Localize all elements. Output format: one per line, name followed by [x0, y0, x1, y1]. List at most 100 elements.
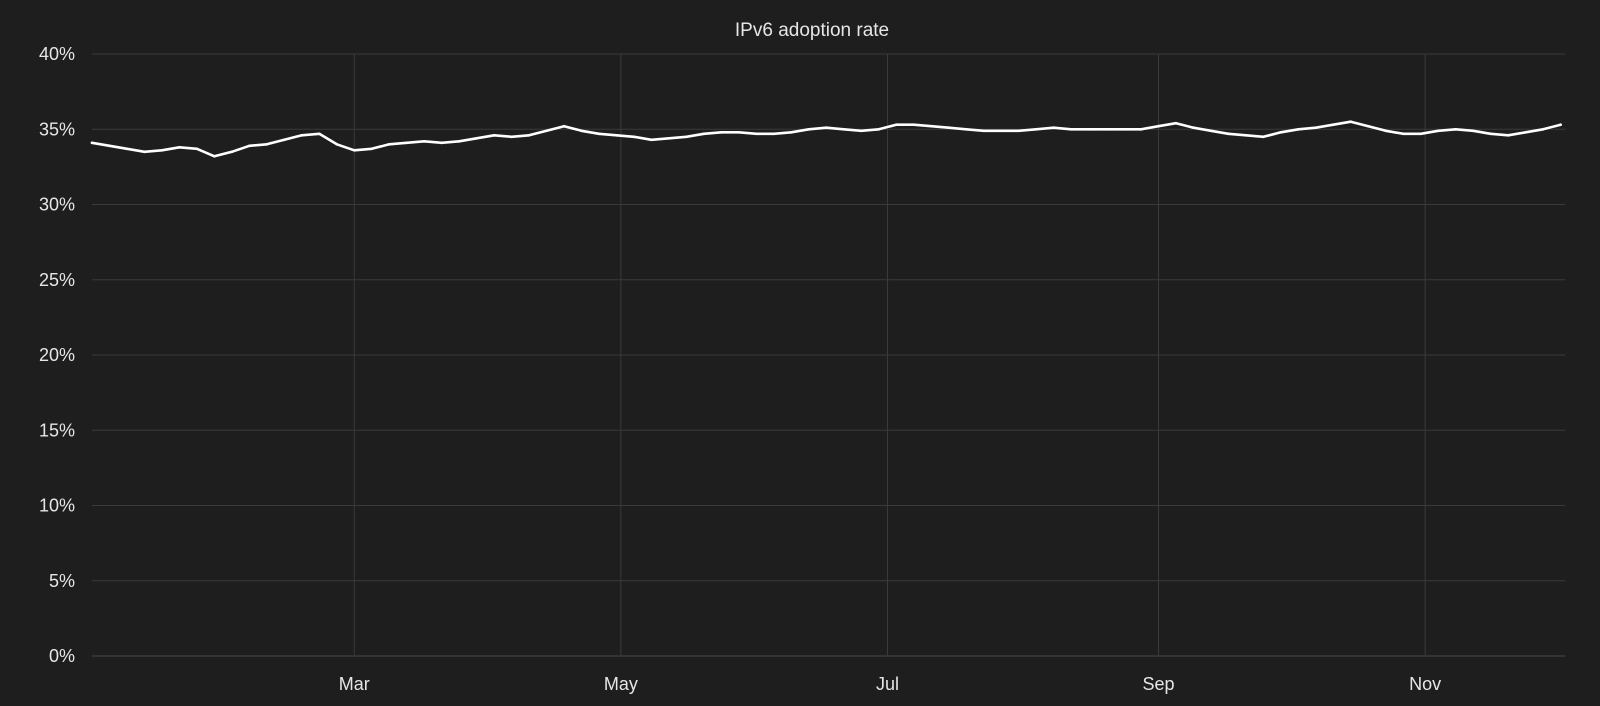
chart-title: IPv6 adoption rate: [735, 20, 889, 41]
data-point: [1192, 126, 1195, 129]
data-point: [772, 132, 776, 136]
data-point: [1087, 128, 1090, 131]
y-tick-label: 5%: [49, 571, 75, 591]
y-tick-label: 20%: [39, 345, 75, 365]
data-point: [353, 149, 356, 152]
data-point: [265, 143, 269, 146]
y-axis-ticks: 0% 5% 10% 15% 20% 25% 30% 35% 40%: [39, 44, 75, 666]
x-tick-label: Sep: [1142, 674, 1174, 694]
data-point: [370, 147, 374, 151]
data-point: [562, 124, 566, 128]
data-point: [964, 128, 968, 131]
y-tick-label: 25%: [39, 270, 75, 290]
data-point: [1471, 129, 1475, 133]
data-point: [597, 132, 601, 136]
data-point: [1384, 129, 1388, 133]
data-point: [650, 138, 653, 142]
data-point: [755, 132, 758, 136]
data-point: [1227, 132, 1230, 136]
data-point: [335, 143, 339, 146]
data-point: [160, 149, 164, 152]
data-point: [1034, 128, 1038, 131]
data-point: [195, 147, 199, 151]
data-point: [842, 128, 846, 131]
data-point: [90, 141, 94, 145]
data-point: [877, 128, 881, 131]
data-point: [825, 126, 828, 129]
data-point: [108, 144, 111, 148]
data-point: [545, 129, 548, 133]
x-tick-label: Jul: [876, 674, 899, 694]
data-point: [1367, 124, 1370, 128]
y-tick-label: 0%: [49, 646, 75, 666]
data-point: [947, 126, 950, 129]
data-point: [230, 150, 234, 154]
data-point: [1069, 128, 1073, 131]
data-point: [1244, 134, 1248, 137]
data-point: [1419, 132, 1423, 136]
data-point: [999, 129, 1003, 133]
data-point: [1157, 124, 1160, 128]
data-point: [1017, 129, 1020, 133]
data-point: [894, 123, 898, 126]
data-point: [720, 131, 723, 134]
data-point: [178, 146, 181, 149]
y-tick-label: 15%: [39, 420, 75, 440]
x-tick-label: Mar: [339, 674, 370, 694]
data-point: [912, 123, 915, 126]
data-point: [1104, 128, 1108, 131]
data-point: [1402, 132, 1405, 136]
data-point: [125, 147, 129, 151]
y-tick-label: 30%: [39, 195, 75, 215]
data-point: [667, 137, 671, 140]
grid: [92, 53, 1565, 657]
data-point: [1559, 123, 1562, 126]
data-point: [615, 134, 618, 137]
data-point: [1541, 128, 1545, 131]
data-point: [1122, 128, 1125, 131]
data-point: [807, 128, 811, 131]
data-point: [1506, 134, 1510, 137]
data-point: [685, 135, 688, 139]
data-point: [475, 137, 478, 140]
data-point: [580, 129, 583, 133]
data-point: [1297, 128, 1300, 131]
data-point: [1332, 123, 1335, 126]
data-point: [1314, 126, 1318, 129]
data-point: [1262, 135, 1265, 139]
data-point: [702, 132, 706, 136]
data-point: [248, 144, 251, 148]
data-point: [1454, 128, 1457, 131]
data-point: [457, 140, 461, 143]
data-point: [1436, 129, 1440, 133]
data-point: [1349, 120, 1353, 123]
data-point: [300, 134, 304, 137]
series-group: [90, 120, 1562, 158]
data-point: [982, 129, 985, 133]
data-point: [387, 143, 391, 146]
x-tick-label: May: [604, 674, 638, 694]
data-point: [1489, 132, 1492, 136]
data-point: [283, 138, 286, 142]
data-point: [143, 150, 146, 154]
data-point: [1524, 131, 1527, 134]
data-point: [492, 134, 496, 137]
x-tick-label: Nov: [1409, 674, 1441, 694]
data-point: [405, 141, 409, 145]
y-tick-label: 10%: [39, 496, 75, 516]
data-point: [510, 135, 513, 139]
data-point: [440, 141, 444, 145]
y-tick-label: 40%: [39, 44, 75, 64]
data-point: [1139, 128, 1143, 131]
data-point: [213, 155, 216, 158]
data-point: [1052, 126, 1055, 129]
data-point: [632, 135, 636, 139]
y-tick-label: 35%: [39, 119, 75, 139]
data-point: [1279, 131, 1283, 134]
data-point: [527, 134, 531, 137]
data-point: [790, 131, 793, 134]
x-axis-ticks: Mar May Jul Sep Nov: [339, 674, 1441, 694]
data-point: [318, 132, 321, 136]
